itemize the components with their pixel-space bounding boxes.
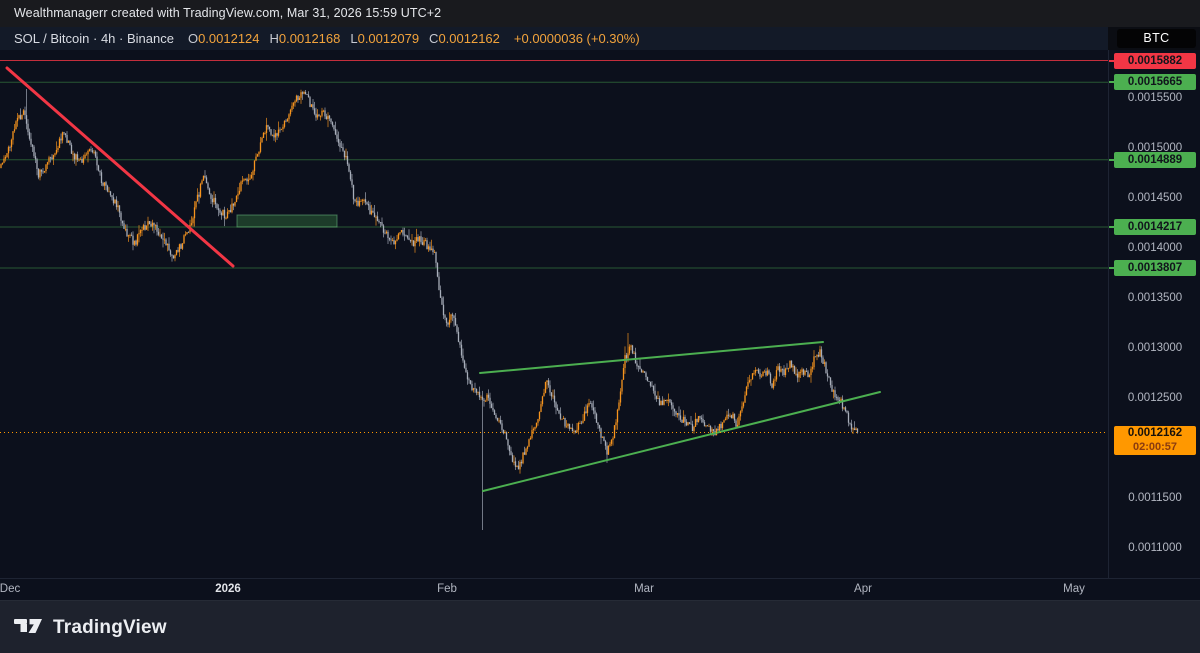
ohlc-values: O0.0012124 H0.0012168 L0.0012079 C0.0012162 [188,31,500,46]
time-tick-Mar: Mar [634,583,654,595]
price-tick: 0.0015500 [1127,92,1183,105]
up-candle-bodies [0,92,857,470]
attribution-bar: Wealthmanagerr created with TradingView.… [0,0,1200,27]
tradingview-logo[interactable]: TradingView [14,601,167,653]
up-candle-wicks [0,89,857,474]
attribution-text: Wealthmanagerr created with TradingView.… [14,6,442,20]
price-tick: 0.0011500 [1128,492,1182,505]
wedge-upper-line[interactable] [479,341,824,374]
candlestick-chart[interactable] [0,50,1108,578]
price-axis[interactable]: 0.0015500 0.0015000 0.0014500 0.0014000 0.00… [1108,50,1200,578]
level-tick-stub [1109,59,1114,62]
level-price-label: 0.0014217 [1114,219,1196,235]
ohlc-item: L0.0012079 [350,31,420,46]
tradingview-wordmark: TradingView [53,616,167,638]
ohlc-item: O0.0012124 [187,31,260,46]
trendline-drawings[interactable] [5,66,881,492]
symbol-title[interactable]: SOL / Bitcoin · 4h · Binance [14,31,174,46]
price-tick: 0.0013000 [1127,342,1183,355]
quote-currency-button[interactable]: BTC [1117,29,1196,48]
chart-pane[interactable] [0,50,1108,578]
tradingview-logo-icon [14,618,42,633]
level-tick-stub [1109,226,1114,228]
current-price-label: 0.0012162 02:00:57 [1114,425,1196,455]
price-tick: 0.0013500 [1127,292,1183,305]
support-zone[interactable] [236,214,338,228]
price-change: +0.0000036 (+0.30%) [513,31,640,46]
time-tick-Dec: Dec [0,583,21,595]
price-tick: 0.0012500 [1127,392,1183,405]
price-tick: 0.0014500 [1127,192,1183,205]
ohlc-item: H0.0012168 [269,31,341,46]
time-tick-2026: 2026 [215,583,241,595]
horizontal-level-lines[interactable] [0,60,1108,269]
wedge-lower-line[interactable] [482,391,881,492]
current-price-value: 0.0012162 [1127,426,1183,439]
level-price-label: 0.0015665 [1114,74,1196,91]
down-candle-wicks [9,89,858,530]
price-tick: 0.0014000 [1127,242,1183,255]
time-tick-May: May [1063,583,1085,595]
ohlc-item: C0.0012162 [429,31,500,46]
price-tick: 0.0011000 [1128,542,1182,555]
level-price-label: 0.0014889 [1114,151,1196,168]
time-axis[interactable]: Dec 2026 Feb Mar Apr May [0,578,1200,600]
level-tick-stub [1109,158,1114,161]
symbol-info-bar: SOL / Bitcoin · 4h · Binance O0.0012124 H… [0,27,1108,50]
price-tick: 0.0015000 [1127,142,1183,155]
level-price-label: 0.0013807 [1114,260,1196,276]
level-price-label: 0.0015882 [1114,52,1196,69]
time-tick-Apr: Apr [854,583,872,595]
downtrend-line[interactable] [5,66,235,268]
level-tick-stub [1109,267,1114,269]
down-candle-bodies [9,92,859,470]
footer-bar: TradingView [0,600,1200,653]
level-tick-stub [1109,81,1114,84]
support-zone-rectangle[interactable] [236,214,338,228]
bar-countdown: 02:00:57 [1132,440,1178,453]
time-tick-Feb: Feb [437,583,457,595]
candles-layer [0,89,859,530]
